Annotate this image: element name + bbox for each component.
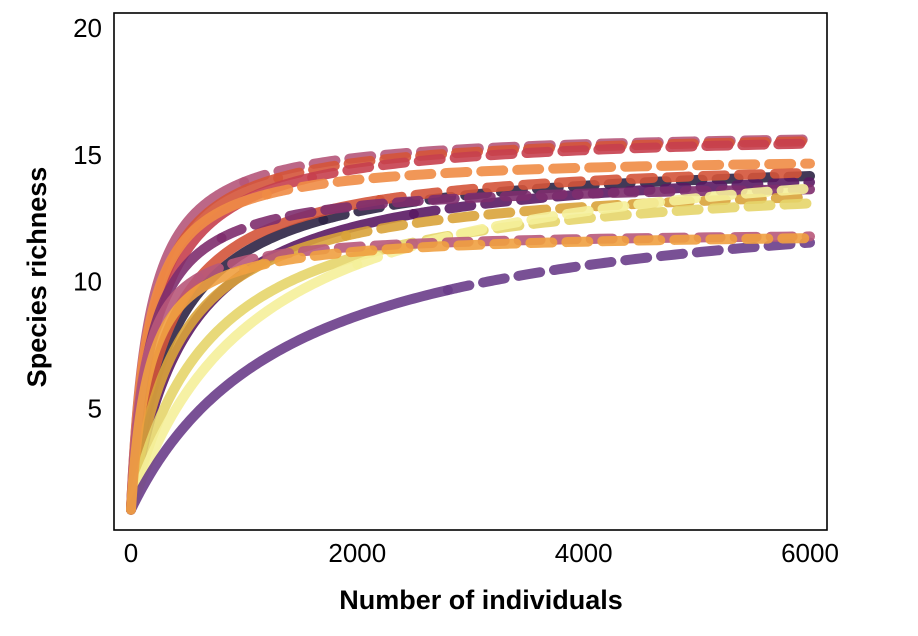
y-tick-label: 5 <box>88 393 102 423</box>
series-6-extrapolated-line <box>374 167 816 205</box>
curves-layer <box>125 134 816 515</box>
y-axis-title: Species richness <box>22 167 52 388</box>
series-4-extrapolated-line <box>261 158 816 200</box>
y-tick-label: 20 <box>73 13 102 43</box>
series-7-extrapolated-line <box>408 177 816 220</box>
series-11-extrapolated-line <box>352 183 816 270</box>
y-tick-label: 15 <box>73 140 102 170</box>
x-axis-title: Number of individuals <box>339 585 623 615</box>
series-14-extrapolated-line <box>239 233 816 275</box>
plot-frame <box>113 12 828 531</box>
series-12-extrapolated-line <box>442 237 816 296</box>
series-14-interpolated-line <box>125 264 250 515</box>
x-tick-label: 4000 <box>555 538 613 568</box>
x-tick-label: 2000 <box>328 538 386 568</box>
ticks-layer: 0 2000 4000 6000 5 10 15 20 <box>73 13 839 568</box>
series-3-extrapolated-line <box>307 138 816 183</box>
series-12-interpolated-line <box>125 285 453 515</box>
x-tick-label: 0 <box>124 538 138 568</box>
series-8-extrapolated-line <box>216 184 816 244</box>
y-tick-label: 10 <box>73 267 102 297</box>
x-tick-label: 6000 <box>781 538 839 568</box>
